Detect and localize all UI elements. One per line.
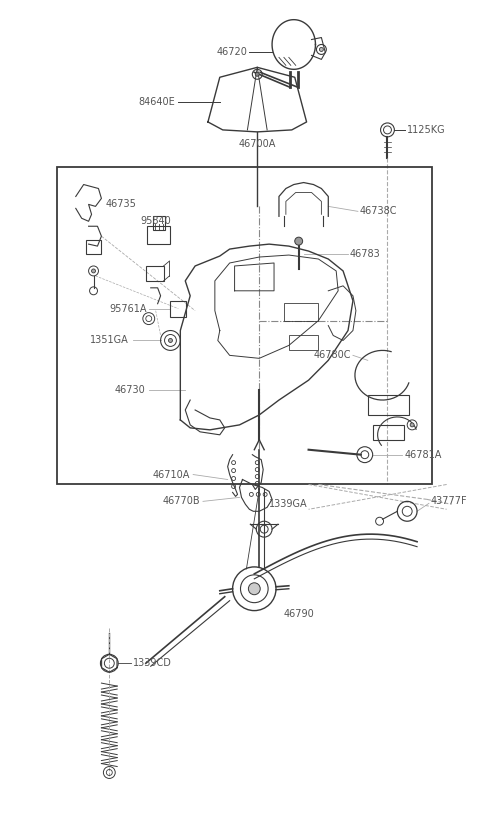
Text: 1339CD: 1339CD <box>133 659 172 668</box>
Text: 1351GA: 1351GA <box>90 336 129 346</box>
Text: 95761A: 95761A <box>109 304 147 314</box>
Text: 46720: 46720 <box>216 47 247 57</box>
Text: 46783: 46783 <box>350 249 381 259</box>
Text: 46790: 46790 <box>284 609 315 619</box>
Text: 46781A: 46781A <box>404 450 442 460</box>
Bar <box>289 336 318 350</box>
Bar <box>57 166 432 484</box>
Bar <box>372 425 404 440</box>
Circle shape <box>319 47 324 51</box>
Text: 46738C: 46738C <box>360 206 397 216</box>
Circle shape <box>92 269 96 273</box>
Bar <box>153 216 165 230</box>
Text: 1125KG: 1125KG <box>407 125 446 135</box>
Text: 46700A: 46700A <box>239 139 276 149</box>
Bar <box>284 302 318 320</box>
Bar <box>146 266 164 281</box>
Text: 46770B: 46770B <box>162 496 200 506</box>
Circle shape <box>410 423 414 427</box>
Circle shape <box>255 73 259 77</box>
Text: 46710A: 46710A <box>153 469 190 479</box>
Bar <box>170 301 186 316</box>
Text: 1339GA: 1339GA <box>269 500 308 509</box>
Circle shape <box>295 237 303 245</box>
Bar <box>368 395 409 415</box>
Text: 46735: 46735 <box>106 200 136 209</box>
Text: 46730: 46730 <box>115 385 146 395</box>
Text: 43777F: 43777F <box>431 496 468 506</box>
Text: 46780C: 46780C <box>313 350 351 360</box>
Bar <box>85 240 101 254</box>
Text: 84640E: 84640E <box>139 97 175 107</box>
Circle shape <box>248 583 260 595</box>
Bar <box>147 227 170 244</box>
Circle shape <box>168 338 172 342</box>
Text: 95840: 95840 <box>141 216 172 227</box>
